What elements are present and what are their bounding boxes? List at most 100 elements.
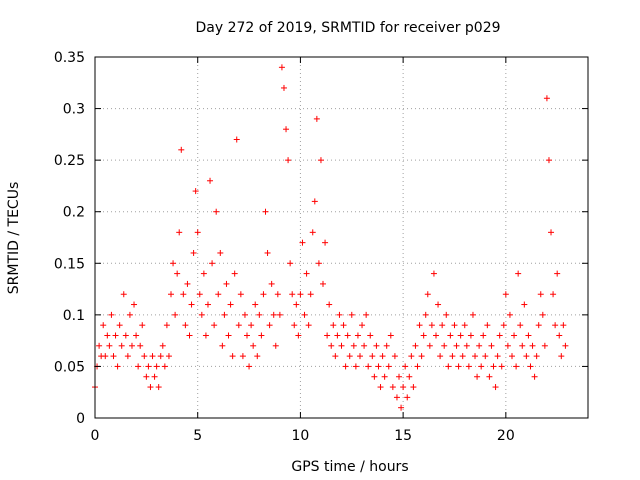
- data-point: [274, 291, 281, 298]
- data-point: [406, 373, 413, 380]
- data-point: [225, 332, 232, 339]
- data-point: [385, 363, 392, 370]
- data-point: [537, 291, 544, 298]
- y-tick-label: 0.2: [63, 205, 85, 221]
- data-point: [474, 373, 481, 380]
- data-point: [266, 322, 273, 329]
- data-point: [215, 291, 222, 298]
- data-point: [217, 249, 224, 256]
- x-tick-label: 5: [193, 428, 202, 444]
- data-point: [305, 322, 312, 329]
- data-point: [521, 301, 528, 308]
- data-point: [445, 363, 452, 370]
- data-point: [556, 332, 563, 339]
- data-point: [120, 291, 127, 298]
- data-point: [96, 342, 103, 349]
- data-point: [180, 291, 187, 298]
- data-point: [543, 95, 550, 102]
- data-point: [276, 311, 283, 318]
- data-point: [356, 353, 363, 360]
- data-point: [554, 270, 561, 277]
- data-point: [114, 363, 121, 370]
- data-point: [198, 311, 205, 318]
- data-point: [241, 311, 248, 318]
- data-point: [377, 384, 384, 391]
- data-point: [467, 332, 474, 339]
- data-point: [182, 322, 189, 329]
- data-point: [396, 373, 403, 380]
- data-point: [303, 270, 310, 277]
- data-point: [441, 342, 448, 349]
- data-point: [118, 342, 125, 349]
- data-point: [258, 332, 265, 339]
- data-point: [159, 342, 166, 349]
- data-point: [268, 280, 275, 287]
- data-point: [124, 353, 131, 360]
- data-point: [307, 291, 314, 298]
- data-point: [338, 342, 345, 349]
- x-tick-label: 0: [91, 428, 100, 444]
- data-point: [165, 353, 172, 360]
- data-point: [498, 363, 505, 370]
- data-point: [472, 353, 479, 360]
- data-point: [560, 322, 567, 329]
- data-point: [246, 363, 253, 370]
- data-point: [256, 311, 263, 318]
- data-point: [373, 342, 380, 349]
- data-point: [529, 342, 536, 349]
- data-point: [184, 280, 191, 287]
- data-point: [541, 342, 548, 349]
- data-point: [322, 239, 329, 246]
- data-point: [328, 342, 335, 349]
- data-point: [260, 291, 267, 298]
- data-point: [102, 353, 109, 360]
- data-points: [92, 64, 569, 411]
- data-point: [402, 363, 409, 370]
- data-point: [375, 363, 382, 370]
- data-point: [188, 301, 195, 308]
- data-point: [135, 363, 142, 370]
- data-point: [131, 301, 138, 308]
- data-point: [324, 332, 331, 339]
- data-point: [457, 332, 464, 339]
- data-point: [342, 363, 349, 370]
- data-point: [414, 363, 421, 370]
- data-point: [116, 322, 123, 329]
- data-point: [400, 384, 407, 391]
- x-tick-label: 20: [497, 428, 515, 444]
- y-tick-label: 0.1: [63, 308, 85, 324]
- data-point: [381, 373, 388, 380]
- data-point: [143, 373, 150, 380]
- data-point: [459, 353, 466, 360]
- data-point: [110, 353, 117, 360]
- data-point: [178, 146, 185, 153]
- data-point: [517, 322, 524, 329]
- data-point: [248, 322, 255, 329]
- data-point: [272, 342, 279, 349]
- data-point: [202, 332, 209, 339]
- data-point: [359, 322, 366, 329]
- data-point: [133, 332, 140, 339]
- data-point: [363, 311, 370, 318]
- data-point: [326, 301, 333, 308]
- data-point: [219, 342, 226, 349]
- data-point: [200, 270, 207, 277]
- data-point: [295, 332, 302, 339]
- data-point: [227, 301, 234, 308]
- data-point: [301, 311, 308, 318]
- data-point: [311, 198, 318, 205]
- data-point: [463, 342, 470, 349]
- data-point: [278, 64, 285, 71]
- data-point: [428, 322, 435, 329]
- data-point: [168, 291, 175, 298]
- data-point: [192, 188, 199, 195]
- data-point: [235, 322, 242, 329]
- data-point: [393, 394, 400, 401]
- data-point: [469, 311, 476, 318]
- data-point: [535, 322, 542, 329]
- data-point: [418, 353, 425, 360]
- data-point: [449, 353, 456, 360]
- data-point: [289, 291, 296, 298]
- y-tick-label: 0.35: [54, 50, 85, 66]
- chart-title: Day 272 of 2019, SRMTID for receiver p02…: [195, 20, 500, 36]
